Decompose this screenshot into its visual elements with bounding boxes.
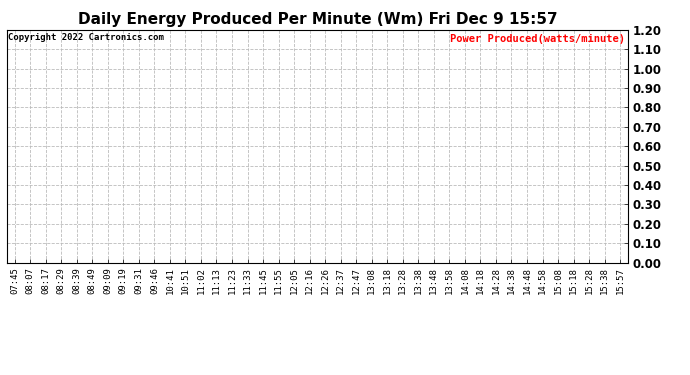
Text: Power Produced(watts/minute): Power Produced(watts/minute) [450, 33, 625, 44]
Text: Copyright 2022 Cartronics.com: Copyright 2022 Cartronics.com [8, 33, 164, 42]
Title: Daily Energy Produced Per Minute (Wm) Fri Dec 9 15:57: Daily Energy Produced Per Minute (Wm) Fr… [77, 12, 558, 27]
